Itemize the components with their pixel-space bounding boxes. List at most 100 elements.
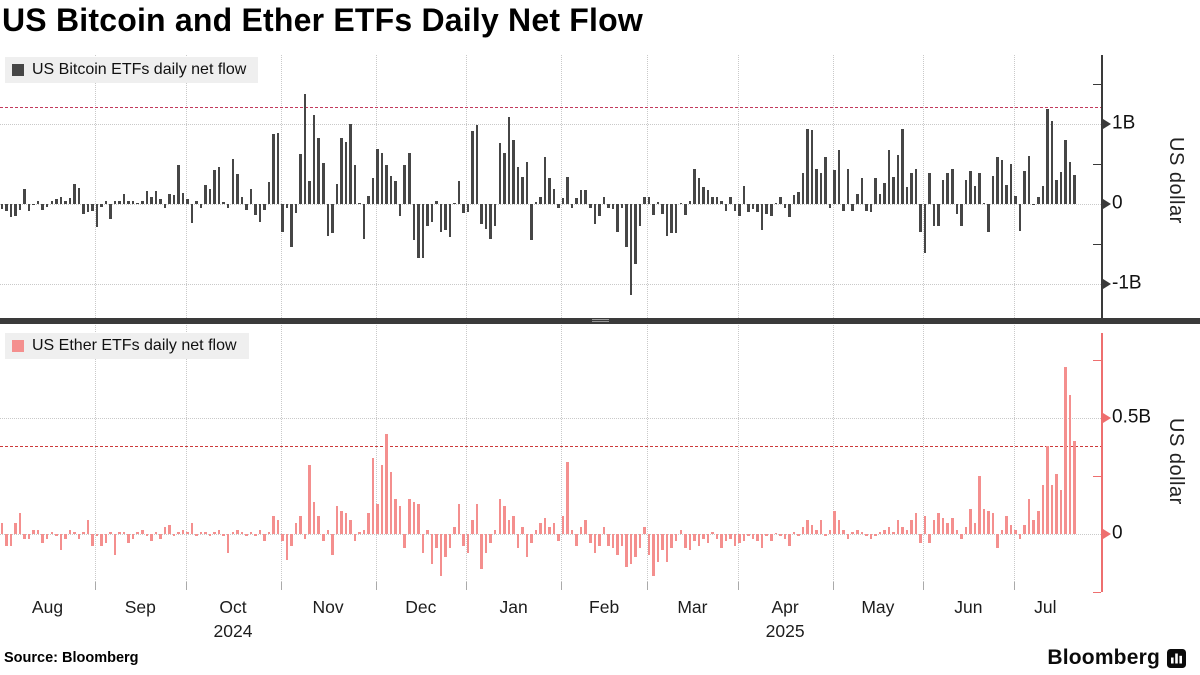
eth-flow-bar (860, 531, 864, 535)
eth-flow-bar (136, 531, 139, 535)
month-label: Jun (954, 597, 983, 617)
btc-flow-bar (525, 162, 529, 204)
eth-flow-bar (973, 522, 977, 535)
month-label: Sep (124, 597, 156, 617)
panel-divider[interactable] (0, 318, 1200, 324)
eth-flow-bar (1032, 520, 1035, 535)
eth-flow-bar (1018, 534, 1022, 539)
btc-flow-bar (756, 203, 759, 212)
btc-flow-bar (226, 203, 230, 208)
eth-flow-bar (892, 531, 895, 535)
eth-flow-bar (960, 534, 963, 539)
eth-flow-bar (828, 529, 832, 535)
eth-flow-bar (837, 520, 841, 535)
btc-flow-bar (647, 196, 651, 204)
eth-flow-bar (797, 534, 800, 537)
btc-flow-bar (426, 203, 429, 227)
eth-flow-bar (539, 522, 542, 535)
eth-flow-bar (104, 534, 108, 544)
eth-flow-bar (267, 531, 271, 535)
btc-flow-bar (774, 202, 778, 204)
eth-flow-bar (480, 534, 483, 570)
btc-flow-bar (82, 203, 85, 215)
eth-flow-bar (403, 534, 406, 549)
ether-legend[interactable]: US Ether ETFs daily net flow (5, 333, 249, 359)
eth-flow-bar (195, 534, 198, 537)
btc-flow-bar (602, 196, 606, 204)
eth-flow-bar (724, 534, 728, 542)
btc-flow-bar (471, 130, 474, 204)
btc-flow-bar (1059, 171, 1063, 204)
value-gridline (0, 123, 1103, 125)
eth-flow-bar (340, 511, 343, 535)
btc-flow-bar (869, 203, 873, 212)
btc-flow-bar (806, 129, 809, 204)
eth-flow-bar (1064, 366, 1067, 535)
eth-flow-bar (851, 531, 854, 535)
btc-flow-bar (607, 203, 610, 209)
month-gridline (375, 325, 377, 588)
btc-flow-bar (222, 202, 225, 204)
btc-flow-bar (815, 168, 818, 204)
eth-flow-bar (575, 534, 578, 546)
eth-flow-bar (964, 527, 968, 535)
month-gridline (466, 325, 468, 588)
eth-flow-bar (226, 534, 230, 553)
btc-flow-bar (100, 203, 103, 207)
btc-flow-bar (335, 183, 339, 204)
eth-flow-bar (50, 531, 54, 535)
eth-flow-bar (398, 506, 402, 535)
btc-flow-bar (380, 153, 384, 204)
btc-flow-bar (760, 203, 764, 231)
month-gridline (280, 325, 282, 588)
btc-flow-bar (475, 124, 479, 204)
eth-flow-bar (711, 531, 714, 535)
eth-flow-bar (312, 501, 316, 535)
btc-flow-bar (0, 203, 4, 210)
month-gridline (561, 55, 563, 318)
eth-flow-bar (41, 534, 44, 544)
month-label: Mar (677, 597, 708, 617)
eth-flow-bar (172, 534, 176, 537)
month-tick (95, 582, 96, 590)
month-label: Feb (589, 597, 620, 617)
eth-flow-bar (616, 534, 619, 556)
btc-flow-bar (878, 194, 882, 204)
eth-flow-bar (598, 534, 601, 546)
bitcoin-legend[interactable]: US Bitcoin ETFs daily net flow (5, 57, 259, 83)
eth-flow-bar (91, 534, 94, 546)
eth-flow-bar (421, 534, 425, 553)
btc-flow-bar (946, 172, 949, 204)
y-axis-tick-arrow-icon (1103, 278, 1111, 289)
eth-flow-bar (177, 531, 180, 535)
btc-flow-bar (1037, 197, 1040, 204)
btc-flow-bar (792, 194, 796, 204)
value-gridline (0, 203, 1103, 205)
btc-flow-bar (901, 129, 904, 204)
eth-flow-bar (462, 534, 465, 546)
eth-flow-bar (308, 464, 311, 535)
eth-flow-bar (774, 533, 778, 535)
x-axis: Aug Sep Oct Nov Dec Jan Feb Mar Apr May Jun Jul 2024… (0, 582, 1200, 644)
btc-flow-bar (846, 169, 850, 204)
eth-flow-bar (566, 462, 569, 535)
ether-legend-swatch-icon (12, 340, 24, 352)
btc-flow-bar (765, 203, 768, 215)
btc-flow-bar (245, 203, 248, 211)
month-gridline (375, 55, 377, 318)
eth-flow-bar (874, 534, 877, 537)
btc-flow-bar (276, 132, 280, 204)
month-gridline (466, 55, 468, 318)
btc-flow-bar (272, 134, 275, 204)
btc-flow-bar (231, 158, 235, 204)
btc-flow-bar (507, 117, 511, 204)
y-tick-label: 0 (1112, 192, 1123, 214)
ether-flow-panel: 0.5B 0 (0, 325, 1200, 597)
value-gridline (0, 534, 1103, 536)
y-axis-minor-tick (1093, 83, 1101, 85)
btc-flow-bar (923, 203, 927, 254)
eth-flow-bar (141, 529, 144, 535)
btc-flow-bar (204, 184, 207, 204)
btc-flow-bar (914, 169, 918, 204)
btc-flow-bar (1073, 174, 1076, 204)
